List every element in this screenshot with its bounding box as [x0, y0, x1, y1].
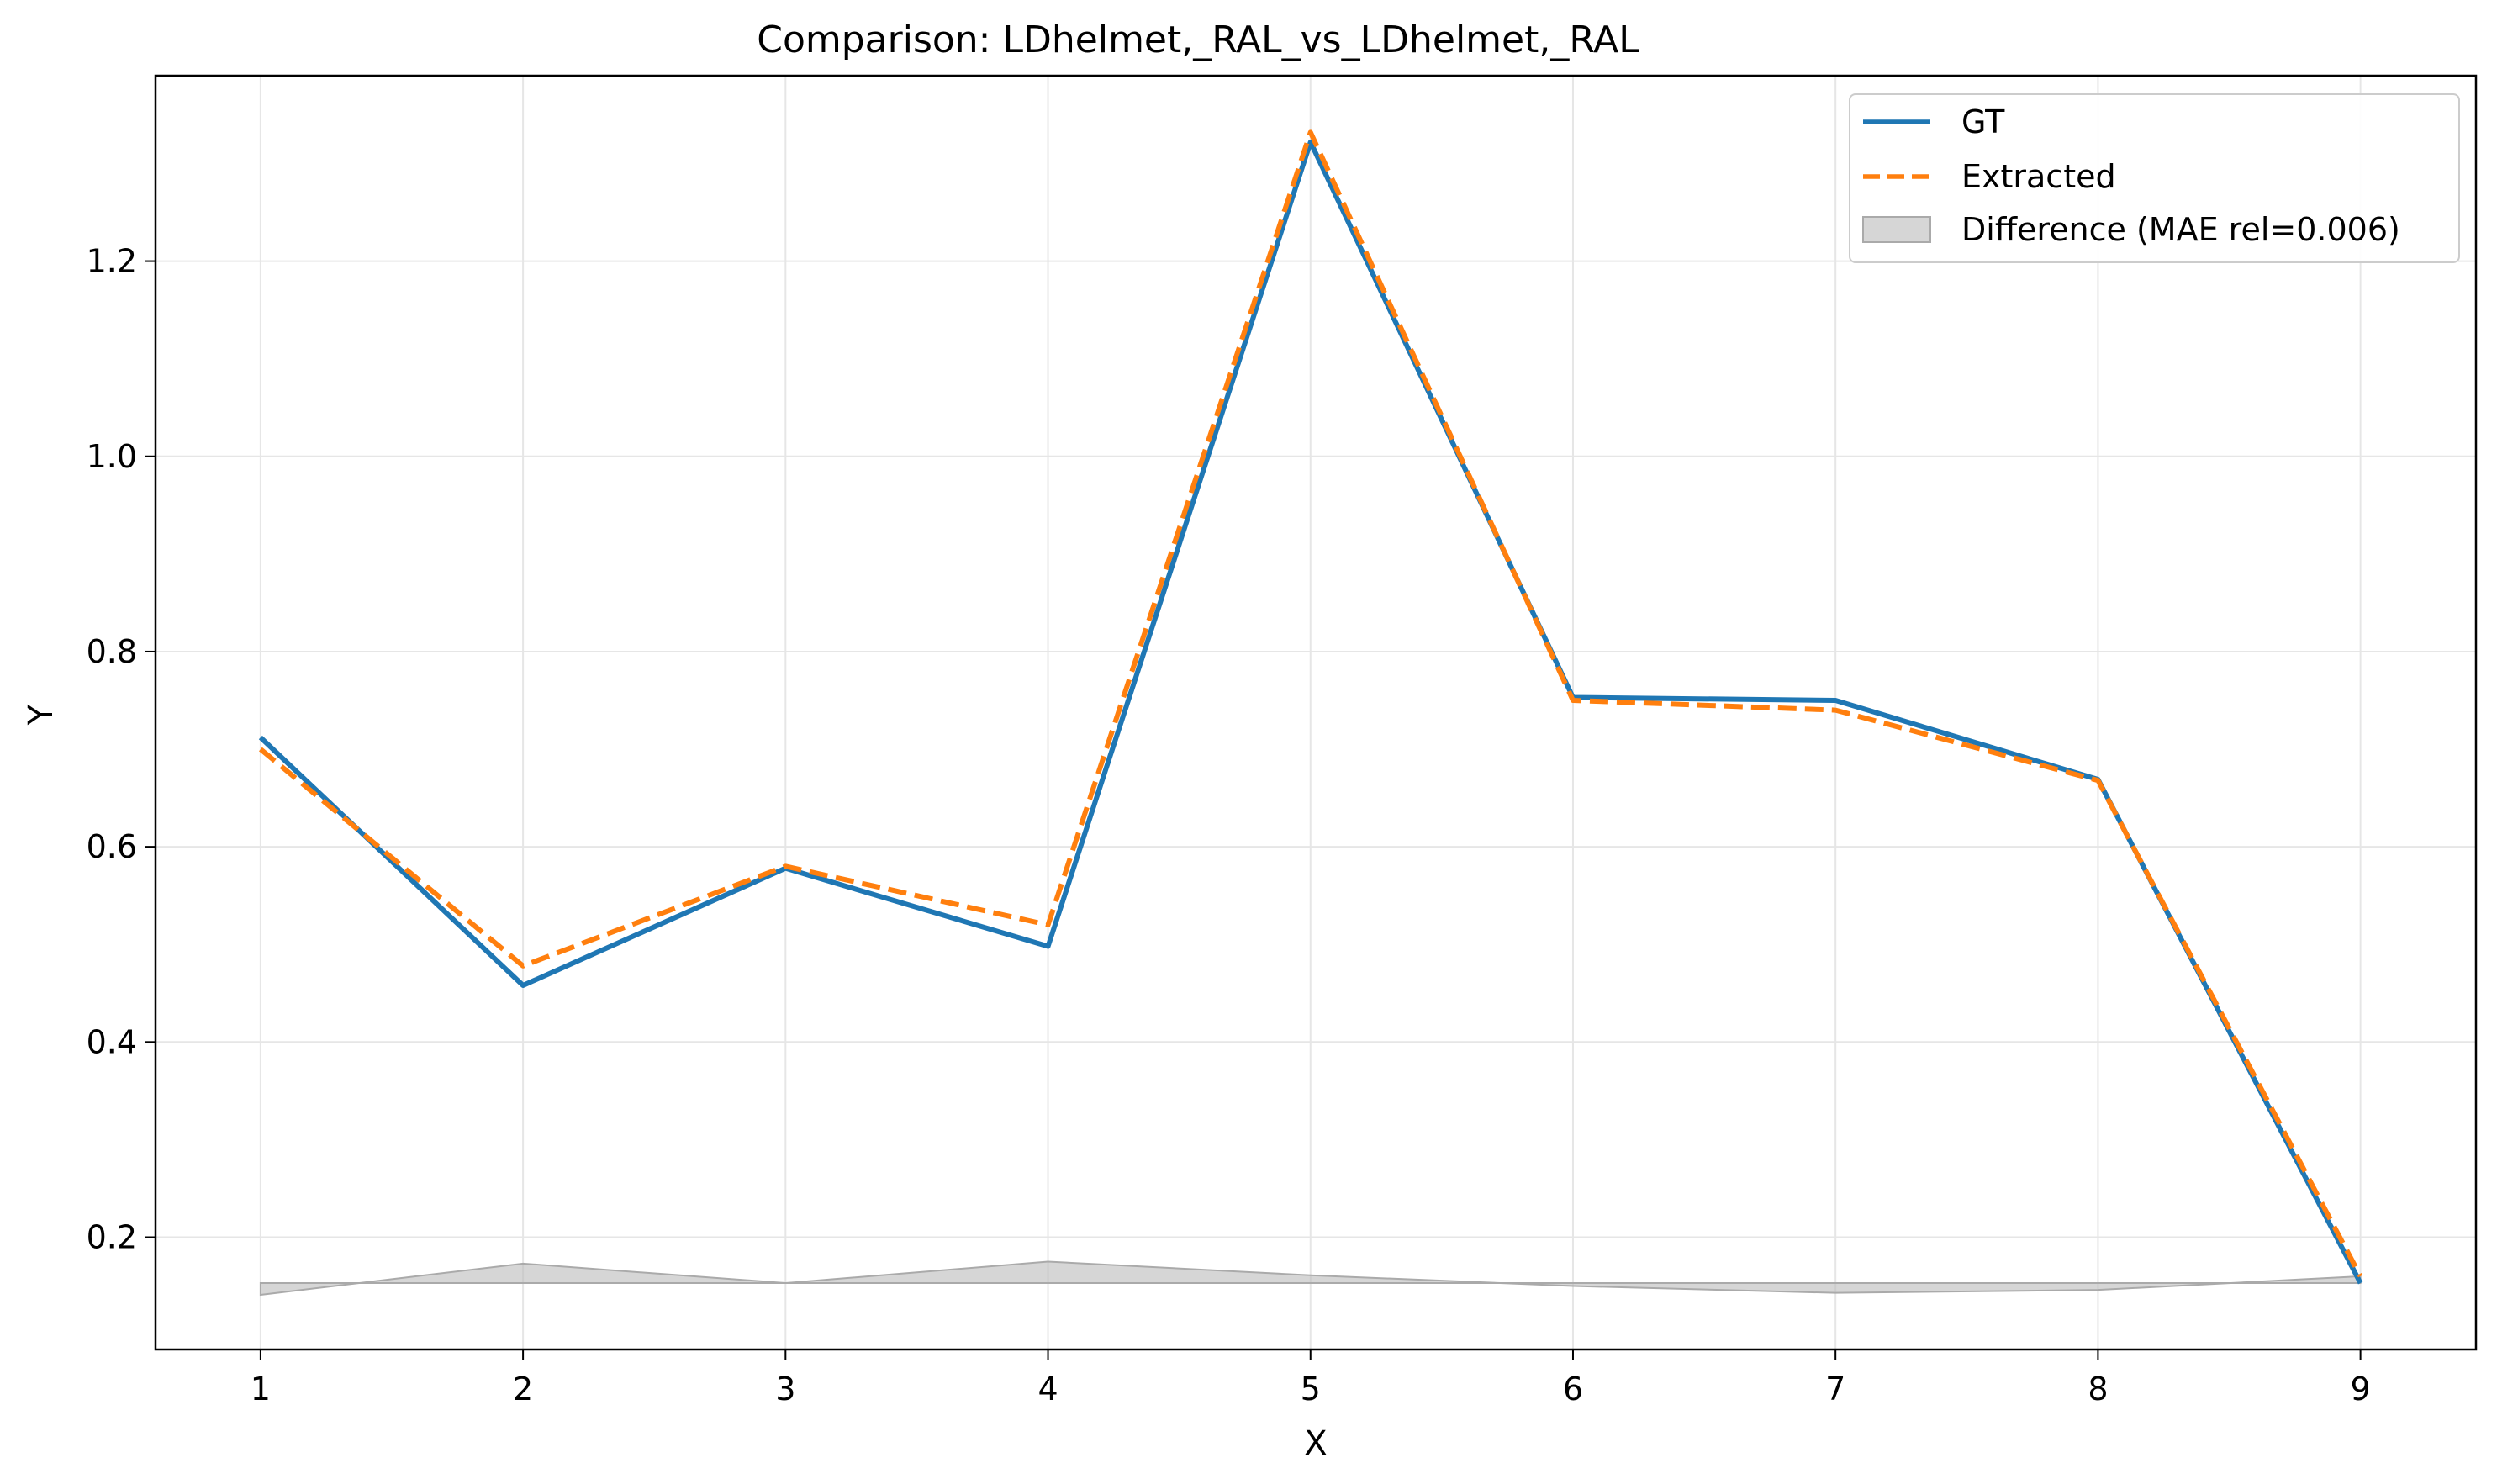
y-axis-ticks: 0.2 0.4 0.6 0.8 1.0 1.2 [87, 243, 156, 1255]
x-tick-label: 9 [2351, 1370, 2371, 1407]
y-tick-label: 0.8 [87, 633, 137, 670]
y-tick-label: 0.2 [87, 1218, 137, 1255]
legend-box [1849, 93, 2460, 263]
series-line-extracted [258, 129, 2363, 1278]
x-tick-label: 6 [1563, 1370, 1583, 1407]
y-axis-label: Y [22, 704, 61, 726]
plot-frame [154, 74, 2478, 1351]
y-tick-label: 0.4 [87, 1023, 137, 1060]
x-tick-label: 1 [251, 1370, 271, 1407]
x-tick-label: 5 [1301, 1370, 1321, 1407]
grid-lines [156, 76, 2476, 1349]
x-tick-label: 8 [2088, 1370, 2108, 1407]
x-tick-label: 2 [513, 1370, 533, 1407]
legend-difference-label: Difference (MAE rel=0.006) [1961, 211, 2400, 248]
legend-difference-swatch [1862, 216, 1931, 243]
x-tick-label: 3 [775, 1370, 795, 1407]
series-line-gt [258, 139, 2363, 1285]
x-axis-ticks: 1 2 3 4 5 6 7 8 9 [251, 1349, 2371, 1407]
x-tick-label: 7 [1825, 1370, 1845, 1407]
x-tick-label: 4 [1037, 1370, 1058, 1407]
series-lines-layer [258, 129, 2363, 1285]
chart-title: Comparison: LDhelmet,_RAL_vs_LDhelmet,_R… [757, 18, 1639, 61]
y-tick-label: 0.6 [87, 828, 137, 865]
legend: GT Extracted Difference (MAE rel=0.006) [1849, 93, 2460, 263]
x-axis-label: X [1304, 1424, 1327, 1463]
legend-extracted-label: Extracted [1961, 158, 2116, 195]
y-tick-label: 1.2 [87, 243, 137, 280]
y-tick-label: 1.0 [87, 438, 137, 475]
legend-gt-label: GT [1961, 103, 2005, 140]
